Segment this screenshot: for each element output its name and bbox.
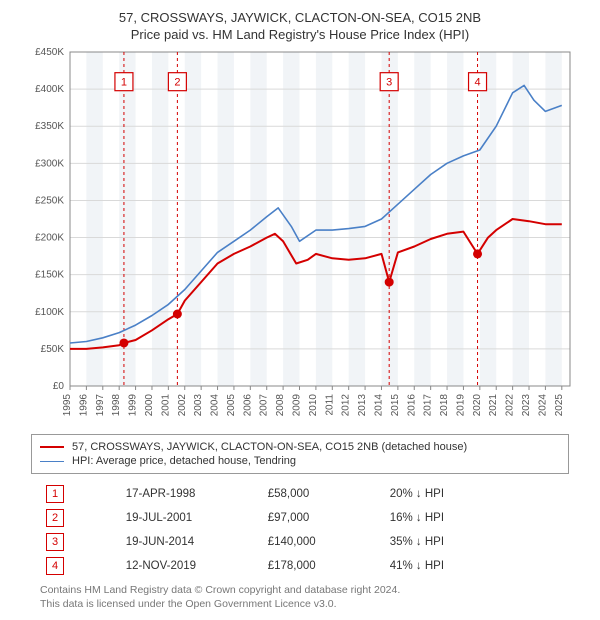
table-row: 3 19-JUN-2014£140,00035% ↓ HPI [40, 530, 560, 554]
svg-text:2023: 2023 [521, 394, 532, 417]
attribution: Contains HM Land Registry data © Crown c… [40, 584, 560, 611]
marker-date: 19-JUN-2014 [120, 530, 262, 554]
svg-text:2014: 2014 [373, 394, 384, 417]
marker-number-box: 3 [46, 533, 64, 551]
title-line-1: 57, CROSSWAYS, JAYWICK, CLACTON-ON-SEA, … [8, 10, 592, 25]
marker-pct: 35% ↓ HPI [384, 530, 560, 554]
attribution-line-1: Contains HM Land Registry data © Crown c… [40, 584, 560, 598]
legend-label: 57, CROSSWAYS, JAYWICK, CLACTON-ON-SEA, … [72, 441, 467, 453]
chart: £0 £50K £100K £150K £200K £250K £300K £350K £400… [20, 46, 580, 426]
svg-text:2004: 2004 [210, 394, 221, 417]
svg-text:£350K: £350K [35, 121, 64, 132]
svg-text:2016: 2016 [406, 394, 417, 417]
svg-text:£150K: £150K [35, 270, 64, 281]
svg-text:2006: 2006 [242, 394, 253, 417]
svg-text:3: 3 [386, 77, 392, 89]
svg-text:1995: 1995 [62, 394, 73, 417]
marker-number-box: 2 [46, 509, 64, 527]
svg-text:1998: 1998 [111, 394, 122, 417]
svg-text:£100K: £100K [35, 307, 64, 318]
svg-text:£450K: £450K [35, 47, 64, 58]
legend-swatch [40, 461, 64, 462]
attribution-line-2: This data is licensed under the Open Gov… [40, 598, 560, 612]
title-line-2: Price paid vs. HM Land Registry's House … [8, 27, 592, 42]
legend-label: HPI: Average price, detached house, Tend… [72, 455, 296, 467]
svg-text:1997: 1997 [95, 394, 106, 417]
svg-text:2003: 2003 [193, 394, 204, 417]
svg-text:2015: 2015 [390, 394, 401, 417]
svg-text:2001: 2001 [160, 394, 171, 417]
svg-text:2022: 2022 [505, 394, 516, 417]
marker-price: £58,000 [262, 482, 384, 506]
svg-text:2017: 2017 [423, 394, 434, 417]
svg-text:£250K: £250K [35, 195, 64, 206]
svg-text:2010: 2010 [308, 394, 319, 417]
marker-pct: 16% ↓ HPI [384, 506, 560, 530]
svg-text:£50K: £50K [41, 344, 65, 355]
marker-number-box: 1 [46, 485, 64, 503]
svg-text:2002: 2002 [177, 394, 188, 417]
svg-text:1: 1 [121, 77, 127, 89]
marker-price: £140,000 [262, 530, 384, 554]
svg-text:£200K: £200K [35, 233, 64, 244]
marker-number-box: 4 [46, 557, 64, 575]
legend: 57, CROSSWAYS, JAYWICK, CLACTON-ON-SEA, … [31, 434, 569, 474]
svg-text:2024: 2024 [537, 394, 548, 417]
table-row: 4 12-NOV-2019£178,00041% ↓ HPI [40, 554, 560, 578]
table-row: 1 17-APR-1998£58,00020% ↓ HPI [40, 482, 560, 506]
marker-pct: 41% ↓ HPI [384, 554, 560, 578]
svg-text:2013: 2013 [357, 394, 368, 417]
svg-text:2000: 2000 [144, 394, 155, 417]
svg-text:£300K: £300K [35, 158, 64, 169]
chart-titles: 57, CROSSWAYS, JAYWICK, CLACTON-ON-SEA, … [8, 10, 592, 42]
svg-text:1996: 1996 [78, 394, 89, 417]
legend-row: HPI: Average price, detached house, Tend… [40, 455, 560, 467]
table-row: 2 19-JUL-2001£97,00016% ↓ HPI [40, 506, 560, 530]
marker-price: £178,000 [262, 554, 384, 578]
marker-pct: 20% ↓ HPI [384, 482, 560, 506]
svg-text:2012: 2012 [341, 394, 352, 417]
svg-text:2020: 2020 [472, 394, 483, 417]
svg-text:2008: 2008 [275, 394, 286, 417]
svg-text:2007: 2007 [259, 394, 270, 417]
legend-row: 57, CROSSWAYS, JAYWICK, CLACTON-ON-SEA, … [40, 441, 560, 453]
svg-text:2011: 2011 [324, 394, 335, 416]
legend-swatch [40, 446, 64, 448]
svg-text:4: 4 [474, 77, 480, 89]
marker-table: 1 17-APR-1998£58,00020% ↓ HPI 2 19-JUL-2001… [40, 482, 560, 578]
marker-date: 12-NOV-2019 [120, 554, 262, 578]
marker-date: 17-APR-1998 [120, 482, 262, 506]
svg-text:2009: 2009 [292, 394, 303, 417]
svg-text:2018: 2018 [439, 394, 450, 417]
chart-svg: £0 £50K £100K £150K £200K £250K £300K £350K £400… [20, 46, 580, 426]
svg-text:2: 2 [174, 77, 180, 89]
svg-text:2021: 2021 [488, 394, 499, 417]
svg-text:2005: 2005 [226, 394, 237, 417]
marker-price: £97,000 [262, 506, 384, 530]
marker-date: 19-JUL-2001 [120, 506, 262, 530]
svg-text:2025: 2025 [554, 394, 565, 417]
svg-text:1999: 1999 [128, 394, 139, 417]
svg-text:£0: £0 [53, 381, 65, 392]
svg-text:£400K: £400K [35, 84, 64, 95]
svg-text:2019: 2019 [455, 394, 466, 417]
